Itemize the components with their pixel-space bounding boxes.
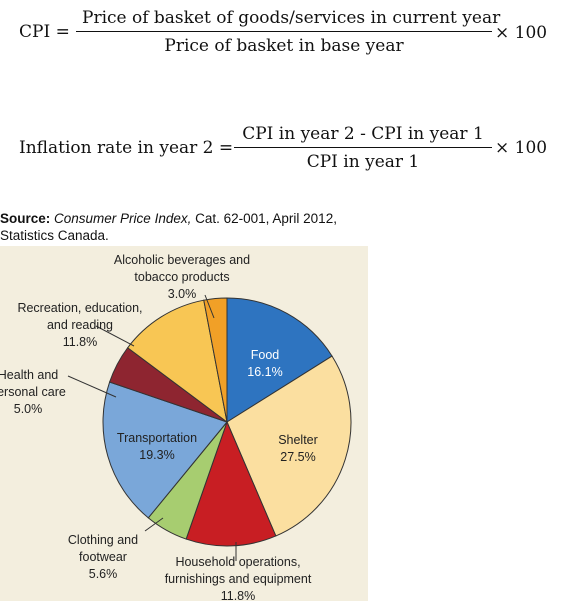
pie-label-clothing-line-2: 5.6% (89, 567, 118, 581)
pie-label-transportation-line-0: Transportation (117, 431, 197, 445)
pie-label-recreation: Recreation, education, and reading 11.8% (17, 301, 142, 349)
cpi-basket-pie-chart: Food 16.1% Shelter 27.5% Transportation 19.3%… (0, 253, 352, 601)
pie-label-clothing-line-0: Clothing and (68, 533, 138, 547)
pie-label-health-line-0: Health and (0, 368, 58, 382)
pie-slice-transportation (102, 381, 228, 519)
leader-line-alcohol (204, 294, 215, 319)
leader-line-recreation (95, 325, 135, 347)
pie-label-clothing: Clothing and footwear 5.6% (68, 533, 138, 581)
cpi-formula-denominator: Price of basket in base year (164, 36, 404, 56)
pie-slice-shelter (226, 355, 352, 537)
pie-label-alcohol-line-2: 3.0% (168, 287, 197, 301)
cpi-formula-multiplier: × 100 (495, 23, 548, 43)
cpi-formula-fraction: Price of basket of goods/services in cur… (76, 8, 501, 56)
inflation-fraction-bar (234, 147, 492, 148)
inflation-formula-lhs: Inflation rate in year 2 = (19, 138, 234, 158)
pie-label-shelter-line-1: 27.5% (280, 450, 315, 464)
pie-label-alcohol-line-0: Alcoholic beverages and (114, 253, 250, 267)
pie-label-household-line-1: furnishings and equipment (165, 572, 312, 586)
pie-label-alcohol: Alcoholic beverages and tobacco products 3… (114, 253, 250, 301)
pie-label-alcohol-line-1: tobacco products (134, 270, 229, 284)
inflation-formula-denominator: CPI in year 1 (306, 152, 420, 172)
pie-label-household: Household operations, furnishings and equ… (165, 555, 312, 601)
pie-label-food-line-0: Food (251, 348, 280, 362)
pie-slice-recreation (126, 299, 228, 424)
source-line2: Statistics Canada. (0, 228, 109, 243)
inflation-formula-multiplier: × 100 (495, 138, 548, 158)
inflation-formula-fraction: CPI in year 2 - CPI in year 1 CPI in yea… (234, 124, 492, 172)
cpi-formula-numerator: Price of basket of goods/services in cur… (82, 8, 501, 28)
pie-label-health-line-1: personal care (0, 385, 66, 399)
pie-label-recreation-line-2: 11.8% (63, 335, 98, 349)
pie-label-recreation-line-1: and reading (47, 318, 113, 332)
pie-label-transportation: Transportation 19.3% (117, 431, 197, 462)
cpi-formula-lhs: CPI = (19, 22, 70, 42)
pie-label-food-line-1: 16.1% (247, 365, 282, 379)
pie-label-clothing-line-1: footwear (79, 550, 127, 564)
pie-label-shelter-line-0: Shelter (278, 433, 318, 447)
pie-label-household-line-0: Household operations, (175, 555, 300, 569)
inflation-formula-numerator: CPI in year 2 - CPI in year 1 (242, 124, 484, 144)
pie-slice-alcohol (203, 297, 228, 423)
leader-line-health (67, 375, 117, 398)
leader-line-clothing (144, 517, 164, 532)
pie-label-transportation-line-1: 19.3% (139, 448, 174, 462)
pie-label-food: Food 16.1% (247, 348, 282, 379)
pie-label-shelter: Shelter 27.5% (278, 433, 318, 464)
source-publication: Consumer Price Index, (54, 211, 192, 226)
pie-slice-household (185, 420, 277, 547)
pie-label-health-line-2: 5.0% (14, 402, 43, 416)
source-label: Source: (0, 211, 51, 226)
pie-slice-food (226, 297, 333, 423)
source-details: Cat. 62-001, April 2012, (195, 211, 337, 226)
cpi-fraction-bar (76, 31, 492, 32)
source-caption: Source: Consumer Price Index, Cat. 62-00… (0, 210, 380, 244)
pie-label-recreation-line-0: Recreation, education, (17, 301, 142, 315)
pie-label-household-line-2: 11.8% (221, 589, 256, 601)
pie-label-health: Health and personal care 5.0% (0, 368, 66, 416)
